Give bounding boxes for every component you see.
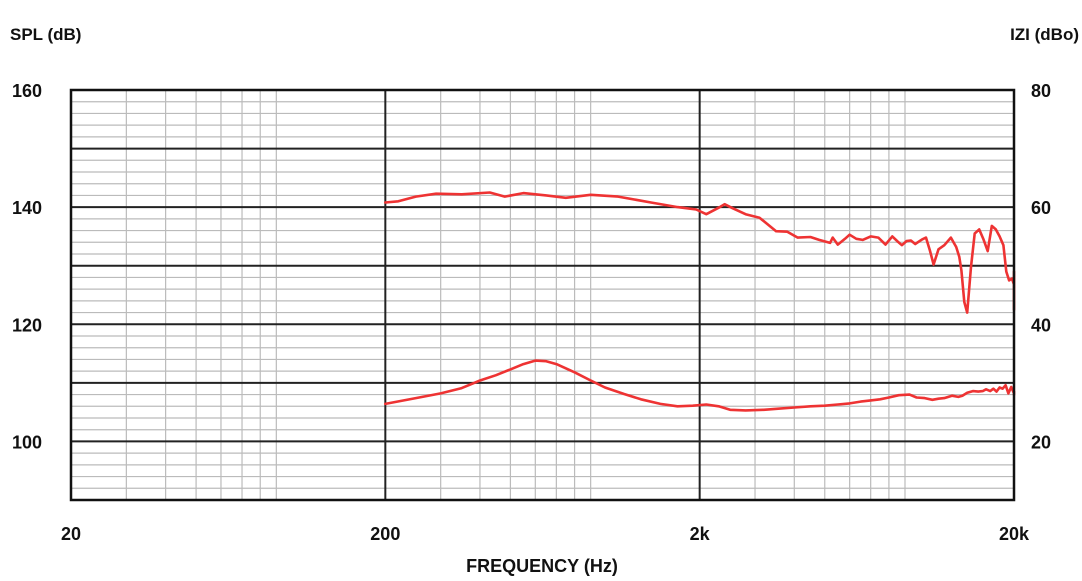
x-tick-label: 20 [61,524,81,544]
y-left-tick-label: 120 [12,315,42,335]
plot-frame [69,88,1016,502]
x-axis-label: FREQUENCY (Hz) [466,556,618,576]
series-line-2 [383,359,1016,412]
y-left-tick-label: 140 [12,198,42,218]
y-right-tick-labels: 20 40 60 80 [1031,81,1051,452]
y-axis-left-label: SPL (dB) [10,25,81,44]
y-axis-right-label: IZI (dBo) [1010,25,1079,44]
y-left-tick-labels: 100 120 140 160 [12,81,42,452]
y-left-tick-label: 100 [12,432,42,452]
y-left-tick-label: 160 [12,81,42,101]
x-tick-label: 200 [370,524,400,544]
x-tick-label: 2k [690,524,711,544]
series-layer [383,191,1016,412]
y-right-tick-label: 80 [1031,81,1051,101]
x-tick-label: 20k [999,524,1030,544]
minor-grid [71,90,1014,500]
y-right-tick-label: 40 [1031,315,1051,335]
y-right-tick-label: 60 [1031,198,1051,218]
major-grid [71,90,1014,500]
y-right-tick-label: 20 [1031,432,1051,452]
x-tick-labels: 20 200 2k 20k [61,524,1030,544]
series-line-1 [383,191,1016,314]
